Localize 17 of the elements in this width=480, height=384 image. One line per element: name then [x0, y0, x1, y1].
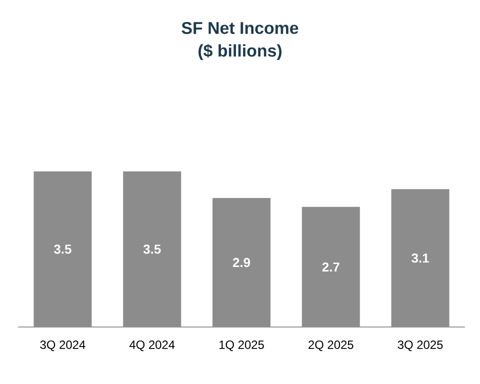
chart-subtitle: ($ billions) — [198, 44, 282, 60]
data-label: 2.7 — [322, 262, 340, 272]
bar — [34, 171, 92, 327]
x-tick-label: 3Q 2025 — [398, 340, 443, 352]
bar — [391, 189, 450, 327]
x-tick-label: 1Q 2025 — [219, 340, 264, 352]
bar — [302, 206, 360, 327]
bar — [123, 171, 182, 327]
data-label: 2.9 — [232, 258, 250, 268]
data-label: 3.5 — [143, 244, 161, 254]
x-tick-label: 3Q 2024 — [40, 340, 86, 352]
x-tick-label: 4Q 2024 — [129, 340, 175, 352]
bar — [212, 198, 270, 327]
data-label: 3.1 — [412, 253, 429, 263]
chart-title: SF Net Income — [182, 22, 298, 34]
data-label: 3.5 — [54, 244, 72, 254]
x-tick-label: 2Q 2025 — [308, 340, 354, 352]
